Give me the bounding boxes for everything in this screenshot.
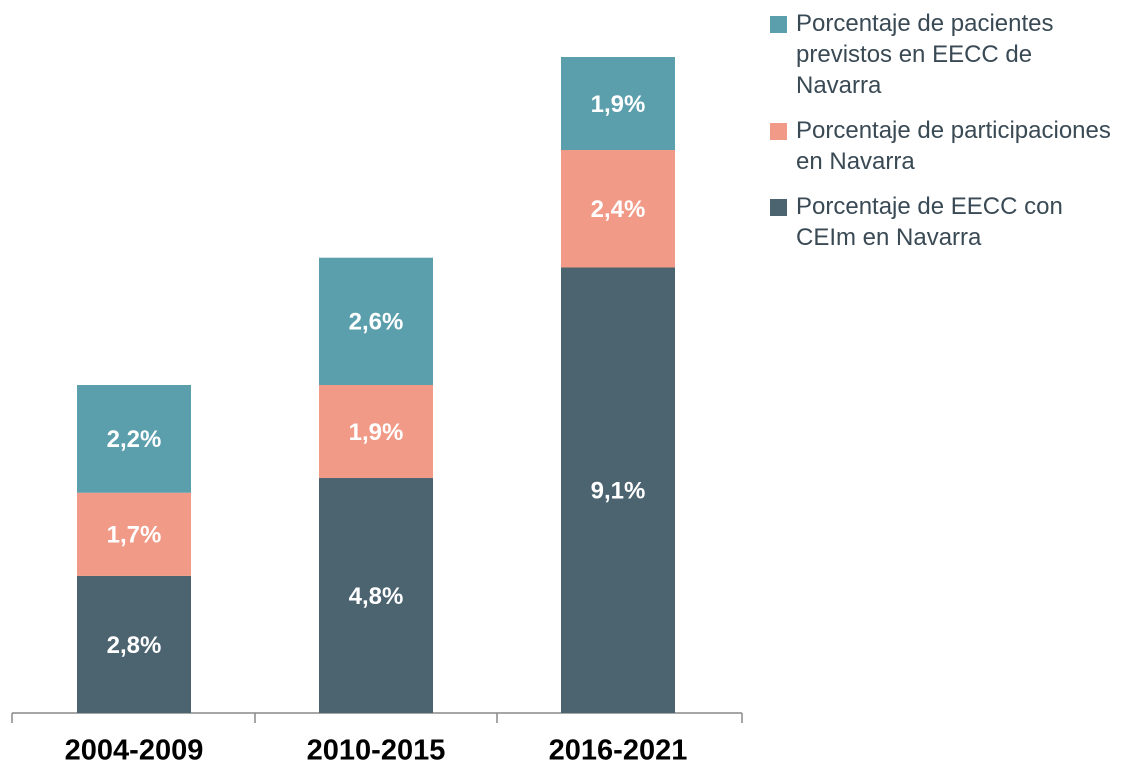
x-tick-label: 2010-2015 [307, 735, 446, 767]
legend-label: Porcentaje de participaciones en Navarra [796, 117, 1111, 175]
x-axis [11, 712, 743, 723]
bar-segment [561, 57, 675, 151]
data-label: 2,6% [349, 309, 404, 336]
data-label: 9,1% [591, 478, 646, 505]
bar-segment [561, 150, 675, 268]
bar-segment [319, 385, 433, 479]
legend-swatch [770, 123, 787, 140]
data-label: 4,8% [349, 583, 404, 610]
data-label: 1,7% [107, 522, 162, 549]
data-label: 2,8% [107, 632, 162, 659]
legend-label: Porcentaje de EECC con CEIm en Navarra [796, 193, 1063, 251]
bar-segment [77, 385, 191, 493]
data-label: 2,2% [107, 426, 162, 453]
bar-segment [77, 575, 191, 713]
legend-label: Porcentaje de pacientes previstos en EEC… [796, 10, 1054, 99]
x-tick-label: 2016-2021 [549, 735, 688, 767]
bar-segment [319, 257, 433, 385]
legend-item: Porcentaje de EECC con CEIm en Navarra [770, 191, 1121, 253]
bar-segment [319, 478, 433, 713]
data-label: 1,9% [349, 419, 404, 446]
legend: Porcentaje de pacientes previstos en EEC… [770, 8, 1140, 267]
bar-segment [561, 267, 675, 713]
legend-item: Porcentaje de participaciones en Navarra [770, 115, 1121, 177]
legend-swatch [770, 16, 787, 33]
data-label: 1,9% [591, 91, 646, 118]
legend-item: Porcentaje de pacientes previstos en EEC… [770, 8, 1121, 101]
x-tick-label: 2004-2009 [65, 735, 204, 767]
bar-segment [77, 492, 191, 576]
data-label: 2,4% [591, 196, 646, 223]
legend-swatch [770, 199, 787, 216]
